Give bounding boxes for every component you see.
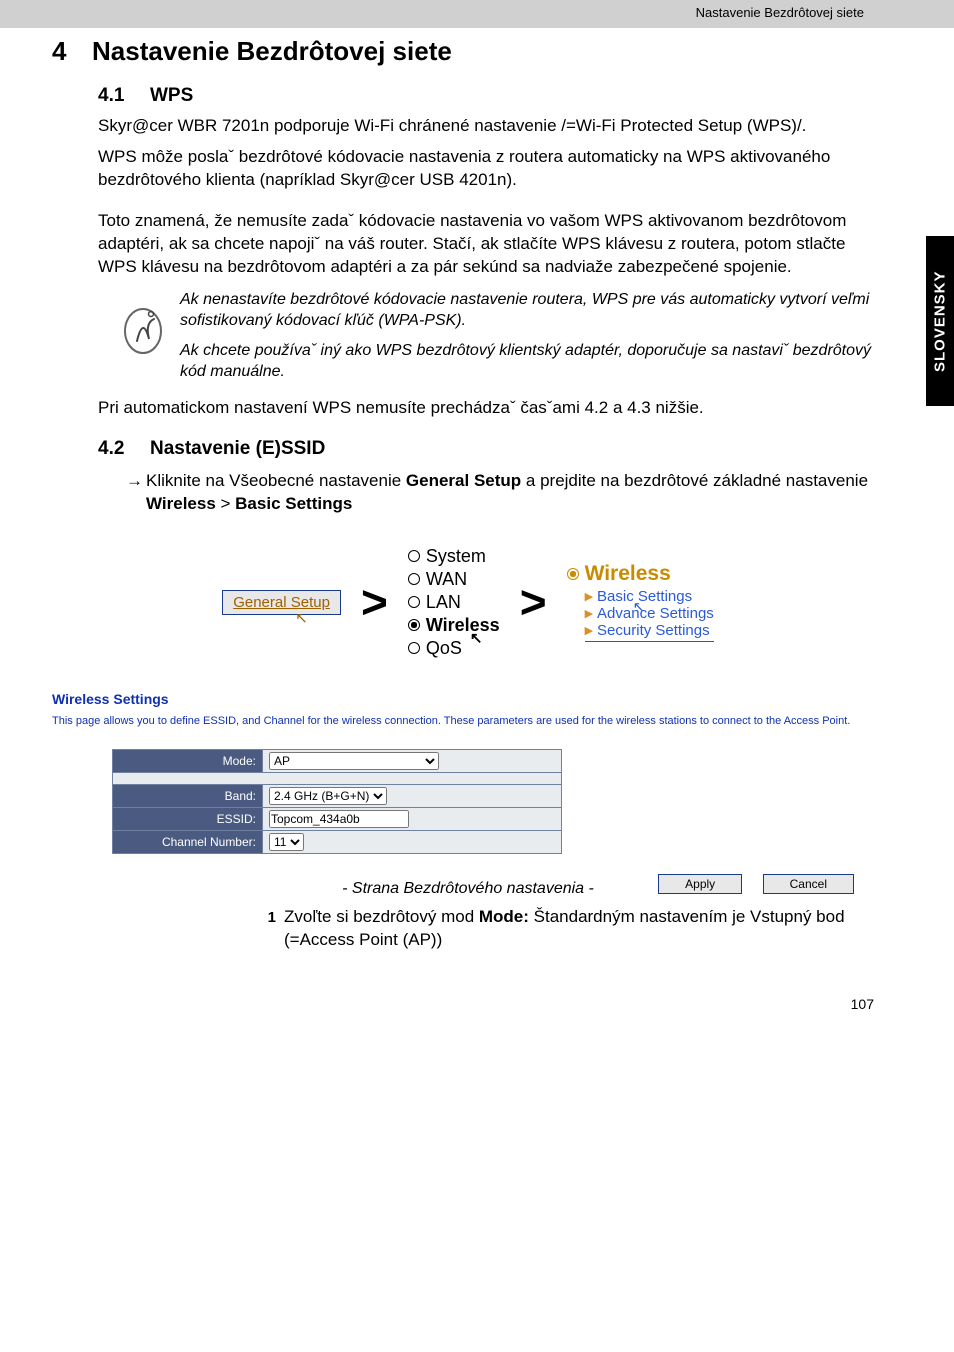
page-number: 107 (0, 996, 874, 1012)
apply-button[interactable]: Apply (658, 874, 742, 894)
triangle-icon: ▶ (585, 607, 593, 620)
section-4-1-number: 4.1 (98, 85, 150, 107)
radio-icon (408, 596, 420, 608)
value-band: 2.4 GHz (B+G+N) (263, 784, 562, 807)
menu-item-lan[interactable]: LAN (408, 592, 500, 613)
chevron-right-icon: > (520, 579, 547, 625)
value-essid (263, 807, 562, 830)
page-header-bar: Nastavenie Bezdrôtovej siete (0, 0, 954, 28)
form-row-mode: Mode: AP (113, 749, 562, 772)
form-row-channel: Channel Number: 11 (113, 830, 562, 853)
channel-select[interactable]: 11 (269, 833, 304, 851)
section-4-1-title: WPS (150, 85, 193, 106)
cancel-button[interactable]: Cancel (763, 874, 854, 894)
note-icon (122, 301, 164, 357)
form-row-band: Band: 2.4 GHz (B+G+N) (113, 784, 562, 807)
section-4-heading: 4Nastavenie Bezdrôtovej siete (52, 36, 884, 67)
wireless-submenu-column: Wireless ▶Basic Settings↖ ▶Advance Setti… (567, 562, 714, 642)
sublink-basic-settings[interactable]: ▶Basic Settings↖ (585, 588, 714, 605)
arrow-icon: → (126, 470, 146, 516)
hand-cursor-icon: ↖ (470, 629, 483, 647)
instruction-bullet: → Kliknite na Všeobecné nastavenie Gener… (126, 470, 884, 516)
label-band: Band: (113, 784, 263, 807)
wireless-settings-description: This page allows you to define ESSID, an… (52, 715, 884, 727)
radio-selected-icon (567, 568, 579, 580)
radio-icon (408, 550, 420, 562)
menu-item-system[interactable]: System (408, 546, 500, 567)
essid-input[interactable] (269, 810, 409, 828)
label-mode: Mode: (113, 749, 263, 772)
wireless-sublinks: ▶Basic Settings↖ ▶Advance Settings ▶Secu… (585, 588, 714, 642)
band-select[interactable]: 2.4 GHz (B+G+N) (269, 787, 387, 805)
section-4-title: Nastavenie Bezdrôtovej siete (92, 36, 452, 66)
chevron-right-icon: > (361, 579, 388, 625)
radio-selected-icon (408, 619, 420, 631)
wireless-settings-title: Wireless Settings (52, 691, 884, 707)
form-row-essid: ESSID: (113, 807, 562, 830)
note-block: Ak nenastavíte bezdrôtové kódovacie nast… (122, 289, 884, 383)
section-4-1-heading: 4.1WPS (98, 85, 884, 107)
menu-item-wan[interactable]: WAN (408, 569, 500, 590)
sublink-advanced-settings[interactable]: ▶Advance Settings (585, 605, 714, 622)
language-tab: SLOVENSKY (926, 236, 954, 406)
section-4-2-heading: 4.2Nastavenie (E)SSID (98, 438, 884, 460)
paragraph-1: Skyr@cer WBR 7201n podporuje Wi-Fi chrán… (98, 115, 884, 138)
step-1: 1 Zvoľte si bezdrôtový mod Mode: Štandar… (262, 906, 884, 952)
radio-icon (408, 573, 420, 585)
paragraph-2: WPS môže poslaˇ bezdrôtové kódovacie nas… (98, 146, 884, 192)
page-header-text: Nastavenie Bezdrôtovej siete (696, 5, 864, 20)
hand-cursor-icon: ↖ (633, 598, 646, 616)
cursor-icon: ↖ (295, 609, 308, 627)
value-mode: AP (263, 749, 562, 772)
triangle-icon: ▶ (585, 590, 593, 603)
form-spacer (113, 772, 562, 784)
triangle-icon: ▶ (585, 624, 593, 637)
menu-item-qos[interactable]: QoS (408, 638, 500, 659)
note-text-1: Ak nenastavíte bezdrôtové kódovacie nast… (180, 289, 884, 332)
note-text-wrapper: Ak nenastavíte bezdrôtové kódovacie nast… (180, 289, 884, 383)
note-text-2: Ak chcete používaˇ iný ako WPS bezdrôtov… (180, 340, 884, 383)
main-menu-column: System WAN LAN Wireless↖ QoS (408, 544, 500, 661)
value-channel: 11 (263, 830, 562, 853)
navigation-diagram: General Setup ↖ > System WAN LAN Wireles… (98, 544, 838, 661)
wireless-heading: Wireless (567, 562, 714, 586)
step-1-text: Zvoľte si bezdrôtový mod Mode: Štandardn… (284, 906, 884, 952)
instruction-text: Kliknite na Všeobecné nastavenie General… (146, 470, 884, 516)
paragraph-4: Pri automatickom nastavení WPS nemusíte … (98, 397, 884, 420)
sublink-security-settings[interactable]: ▶Security Settings (585, 622, 714, 639)
section-4-2-title: Nastavenie (E)SSID (150, 438, 325, 459)
label-essid: ESSID: (113, 807, 263, 830)
label-channel: Channel Number: (113, 830, 263, 853)
step-1-number: 1 (262, 908, 284, 952)
wireless-settings-form: Mode: AP Band: 2.4 GHz (B+G+N) ESSID: Ch… (112, 749, 562, 854)
paragraph-3: Toto znamená, že nemusíte zadaˇ kódovaci… (98, 210, 884, 279)
radio-icon (408, 642, 420, 654)
section-4-2-number: 4.2 (98, 438, 150, 460)
general-setup-button[interactable]: General Setup ↖ (222, 590, 341, 615)
section-4-number: 4 (52, 36, 92, 67)
mode-select[interactable]: AP (269, 752, 439, 770)
menu-item-wireless[interactable]: Wireless↖ (408, 615, 500, 636)
general-setup-box: General Setup ↖ (222, 590, 341, 615)
